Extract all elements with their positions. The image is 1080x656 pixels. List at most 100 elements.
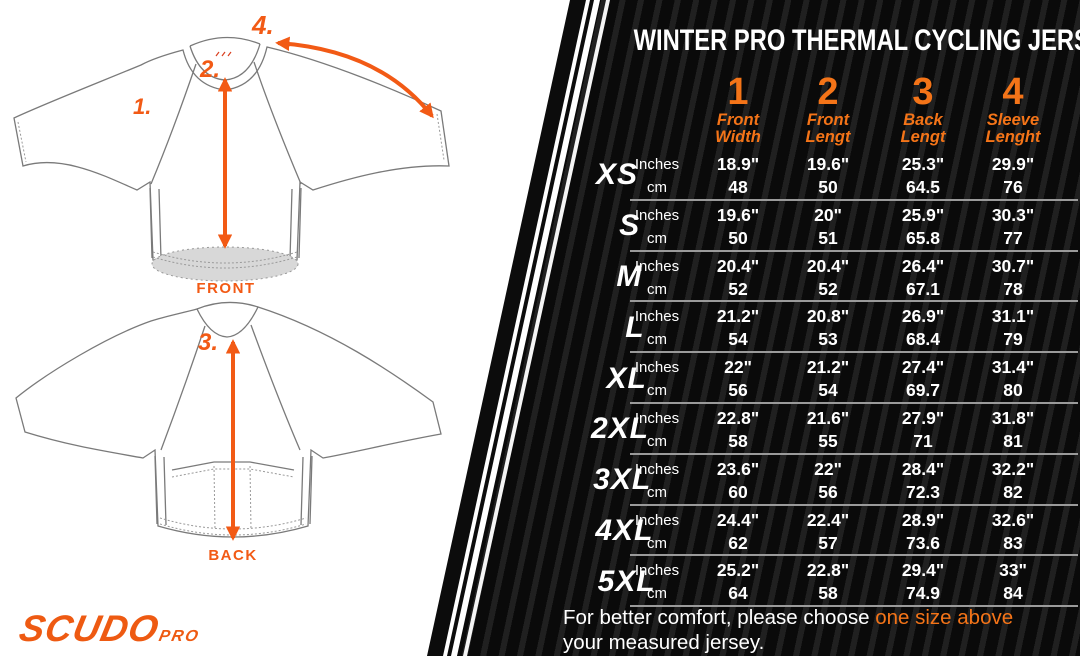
front-width-cell: 22.8" 58 — [693, 407, 783, 453]
front-width-cell: 21.2" 54 — [693, 305, 783, 351]
size-label: 3XL — [593, 463, 652, 497]
value-cm: 71 — [913, 431, 933, 451]
size-row-l: L Inches cm 21.2" 54 20.8" 53 26.9" 68.4… — [560, 302, 1080, 354]
value-cm: 50 — [728, 227, 748, 248]
front-length-cell: 22" 56 — [783, 458, 873, 504]
value-cm: 54 — [728, 329, 748, 350]
brand-name: SCUDO — [15, 608, 164, 649]
marker-1: 1. — [133, 94, 151, 119]
brand-logo: SCUDOPRO — [16, 608, 206, 650]
comfort-note: For better comfort, please choose one si… — [563, 606, 1068, 655]
size-label: 4XL — [595, 513, 654, 547]
brand-suffix: PRO — [157, 628, 202, 645]
front-length-cell: 22.8" 58 — [783, 559, 873, 605]
value-inches: 30.7" — [991, 255, 1035, 276]
collar-logo-mark — [215, 51, 232, 57]
front-length-cell: 20.8" 53 — [783, 305, 873, 351]
row-separator — [630, 452, 1078, 455]
value-cm: 57 — [818, 532, 838, 553]
front-width-cell: 24.4" 62 — [693, 509, 783, 555]
column-number-4: 4 — [1002, 71, 1024, 113]
value-inches: 27.9" — [901, 408, 945, 428]
size-label: M — [616, 259, 643, 293]
unit-labels: Inches cm — [626, 153, 688, 199]
value-cm: 48 — [728, 177, 748, 197]
column-header-front-length: 2 Front Lengt — [783, 73, 873, 145]
value-inches: 19.6" — [716, 204, 760, 225]
front-length-cell: 19.6" 50 — [783, 153, 873, 199]
value-cm: 56 — [728, 380, 748, 401]
sleeve-length-cell: 29.9" 76 — [968, 153, 1058, 199]
value-inches: 30.3" — [991, 204, 1035, 225]
back-length-cell: 29.4" 74.9 — [878, 559, 968, 605]
row-separator — [630, 300, 1078, 303]
unit-inches-label: Inches — [634, 562, 680, 580]
value-cm: 74.9 — [905, 583, 941, 604]
sleeve-length-cell: 32.2" 82 — [968, 458, 1058, 504]
back-jersey-drawing — [15, 301, 442, 538]
sleeve-length-cell: 31.8" 81 — [968, 407, 1058, 453]
value-inches: 22" — [724, 357, 752, 378]
unit-labels: Inches cm — [626, 559, 688, 605]
row-separator — [630, 249, 1078, 252]
value-inches: 19.6" — [806, 154, 850, 174]
row-separator — [630, 503, 1078, 506]
sleeve-length-arrow — [275, 36, 434, 119]
size-row-s: S Inches cm 19.6" 50 20" 51 25.9" 65.8 3… — [560, 201, 1080, 252]
value-inches: 22.8" — [806, 560, 850, 581]
value-cm: 72.3 — [905, 481, 941, 502]
value-inches: 25.3" — [901, 154, 945, 174]
unit-labels: Inches cm — [626, 407, 688, 453]
size-row-3xl: 3XL Inches cm 23.6" 60 22" 56 28.4" 72.3… — [560, 455, 1080, 506]
marker-2: 2. — [199, 56, 220, 83]
unit-labels: Inches cm — [626, 204, 688, 250]
value-inches: 20.4" — [716, 255, 760, 276]
sleeve-length-cell: 31.4" 80 — [968, 356, 1058, 402]
value-cm: 53 — [818, 329, 838, 350]
value-cm: 64 — [728, 583, 748, 604]
unit-labels: Inches cm — [626, 458, 688, 504]
value-inches: 32.2" — [991, 458, 1035, 479]
value-cm: 68.4 — [905, 329, 941, 350]
value-inches: 22.4" — [806, 509, 850, 530]
value-cm: 54 — [818, 380, 838, 401]
value-inches: 29.9" — [991, 154, 1035, 174]
column-header-front-width: 1 Front Width — [693, 71, 783, 145]
column-number-3: 3 — [912, 71, 934, 113]
front-width-cell: 18.9" 48 — [693, 153, 783, 199]
front-width-cell: 20.4" 52 — [693, 255, 783, 301]
value-inches: 27.4" — [901, 357, 945, 378]
sleeve-length-cell: 30.3" 77 — [968, 204, 1058, 250]
value-cm: 64.5 — [905, 177, 941, 197]
unit-cm-label: cm — [647, 280, 667, 298]
size-label: 5XL — [597, 564, 656, 598]
value-inches: 22" — [814, 458, 842, 479]
row-separator — [630, 401, 1078, 404]
size-label: XL — [606, 361, 647, 395]
note-highlight: one size above — [875, 606, 1014, 629]
row-separator — [630, 351, 1078, 354]
value-cm: 67.1 — [905, 278, 941, 299]
column-number-1: 1 — [727, 71, 749, 113]
size-row-2xl: 2XL Inches cm 22.8" 58 21.6" 55 27.9" 71… — [560, 404, 1080, 455]
size-row-4xl: 4XL Inches cm 24.4" 62 22.4" 57 28.9" 73… — [560, 506, 1080, 557]
unit-inches-label: Inches — [634, 410, 680, 427]
size-label: 2XL — [590, 412, 649, 446]
value-cm: 69.7 — [905, 380, 941, 401]
unit-inches-label: Inches — [634, 257, 680, 275]
value-inches: 22.8" — [716, 408, 760, 428]
value-cm: 58 — [728, 431, 748, 451]
note-line2: your measured jersey. — [563, 630, 765, 654]
front-width-cell: 22" 56 — [693, 356, 783, 402]
column-header-sleeve-length: 4 Sleeve Lenght — [968, 71, 1058, 145]
value-cm: 65.8 — [905, 227, 941, 248]
unit-labels: Inches cm — [626, 356, 688, 402]
size-row-m: M Inches cm 20.4" 52 20.4" 52 26.4" 67.1… — [560, 252, 1080, 303]
value-cm: 73.6 — [905, 532, 941, 553]
size-label: L — [625, 310, 645, 344]
unit-cm-label: cm — [647, 534, 667, 552]
row-separator — [630, 605, 1078, 608]
value-cm: 56 — [818, 481, 838, 502]
